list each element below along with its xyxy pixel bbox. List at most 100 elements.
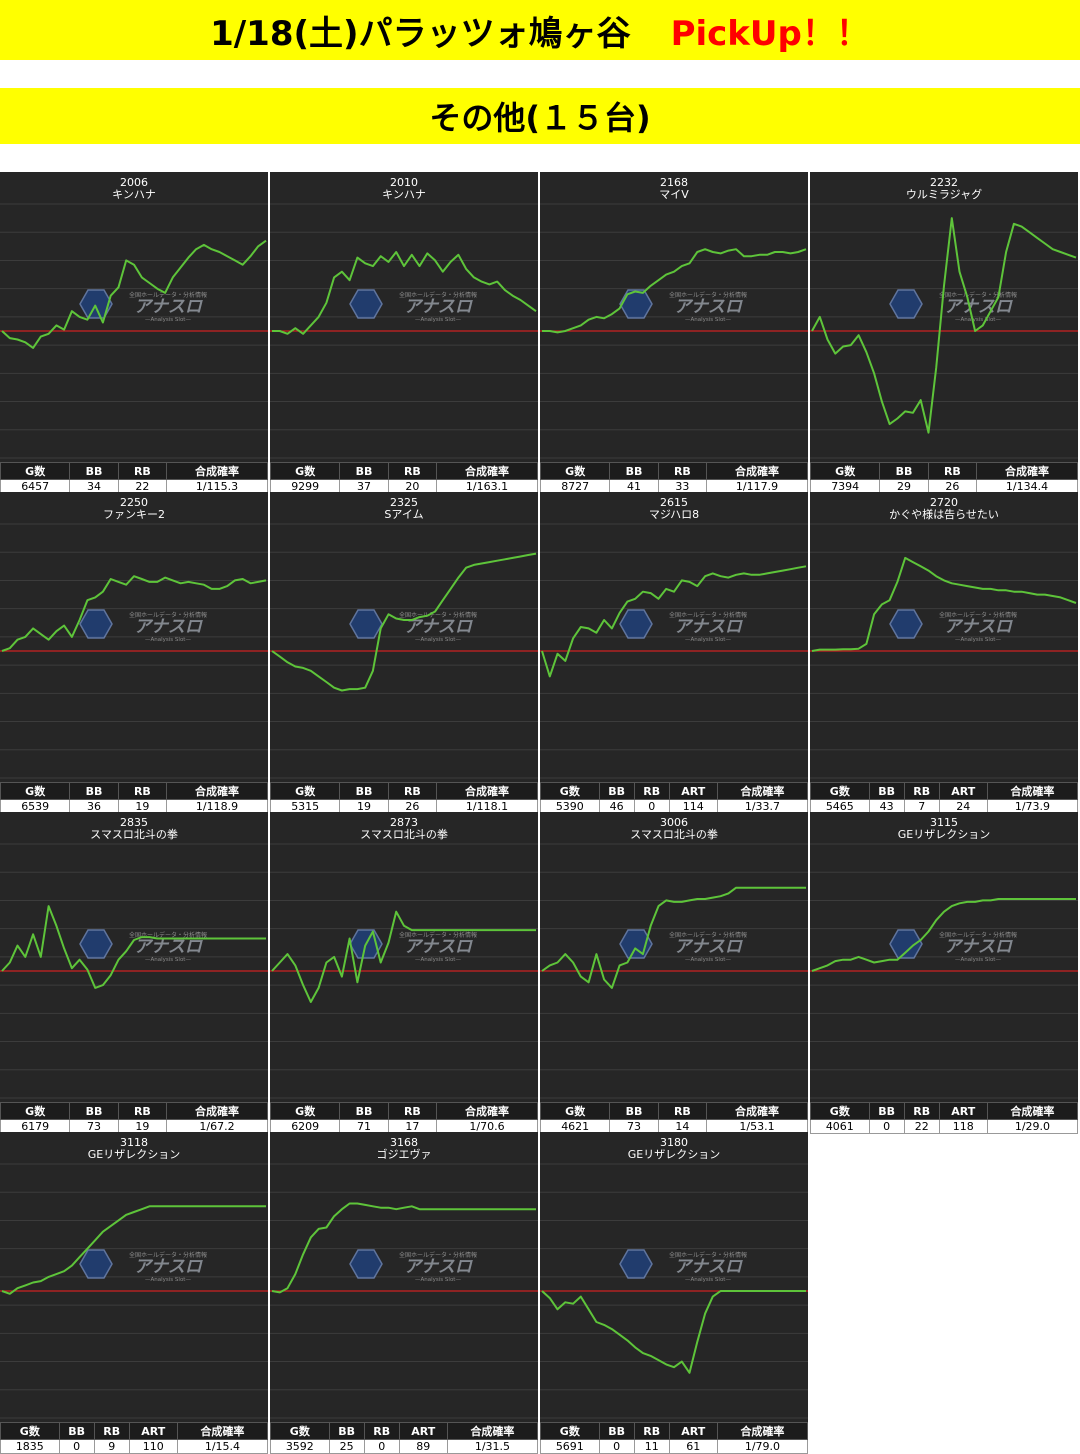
watermark-sub: —Analysis Slot— [145, 1277, 191, 1283]
stats-header: 合成確率 [166, 782, 268, 800]
stats-value: 1/31.5 [446, 1439, 539, 1454]
stats-header: G数 [810, 1102, 870, 1120]
series-line [271, 1202, 536, 1294]
stats-header-row: G数 BB RB ART 合成確率 [270, 1422, 539, 1440]
stats-value-row: 5465 43 7 24 1/73.9 [810, 799, 1079, 814]
logo-hexagon-icon [889, 289, 923, 319]
graph-area: 全国ホールデータ・分析情報 アナスロ —Analysis Slot— 3006 スマスロ… [540, 812, 808, 1102]
graph-area: 全国ホールデータ・分析情報 アナスロ —Analysis Slot— 2168 マイV [540, 172, 808, 462]
logo-hexagon-icon [79, 289, 113, 319]
stats-header: 合成確率 [976, 462, 1078, 480]
watermark-brand: アナスロ [944, 937, 1013, 957]
stats-value: 1/73.9 [986, 799, 1079, 814]
watermark-sub: —Analysis Slot— [145, 637, 191, 643]
stats-header: BB [69, 1102, 119, 1120]
stats-header: G数 [809, 462, 881, 480]
machine-name: ファンキー2 [103, 508, 165, 521]
watermark-brand: アナスロ [674, 617, 743, 637]
watermark-brand: アナスロ [944, 297, 1013, 317]
stats-value: 17 [387, 1119, 438, 1134]
watermark-top: 全国ホールデータ・分析情報 [939, 611, 1017, 619]
watermark-sub: —Analysis Slot— [955, 317, 1001, 323]
stats-table: G数 BB RB 合成確率 9299 37 20 1/163.1 [269, 462, 538, 494]
stats-header: 合成確率 [716, 1422, 809, 1440]
watermark-brand: アナスロ [674, 297, 743, 317]
stats-header: 合成確率 [436, 1102, 538, 1120]
watermark-top: 全国ホールデータ・分析情報 [669, 291, 747, 299]
stats-value: 0 [868, 1119, 905, 1134]
stats-header: 合成確率 [706, 1102, 808, 1120]
stats-header: BB [328, 1422, 365, 1440]
series-line [271, 910, 536, 1003]
machine-name: キンハナ [382, 188, 426, 201]
watermark-brand: アナスロ [674, 937, 743, 957]
stats-header-row: G数 BB RB 合成確率 [539, 1102, 808, 1120]
stats-value: 1/163.1 [436, 479, 538, 494]
section-title: その他(１５台) [429, 99, 651, 137]
graph-area: 全国ホールデータ・分析情報 アナスロ —Analysis Slot— 3168 ゴジエヴ… [270, 1132, 538, 1422]
stats-value: 1/134.4 [976, 479, 1078, 494]
machine-number: 3006 [660, 816, 688, 829]
stats-value: 19 [117, 1119, 168, 1134]
machine-number: 3180 [660, 1136, 688, 1149]
stats-value: 110 [128, 1439, 178, 1454]
stats-header: BB [69, 462, 119, 480]
stats-value: 5691 [540, 1439, 600, 1454]
series-line [1, 1205, 266, 1295]
stats-value: 6539 [0, 799, 71, 814]
machine-number: 2232 [930, 176, 958, 189]
stats-header: RB [657, 1102, 708, 1120]
stats-table: G数 BB RB ART 合成確率 4061 0 22 118 1/29.0 [810, 1102, 1079, 1134]
stats-header: ART [668, 782, 718, 800]
stats-header: RB [657, 462, 708, 480]
stats-header: BB [339, 782, 389, 800]
stats-header: G数 [269, 462, 341, 480]
series-line [541, 565, 807, 678]
stats-value: 0 [58, 1439, 95, 1454]
series-line [271, 552, 537, 692]
watermark-top: 全国ホールデータ・分析情報 [399, 931, 477, 939]
series-line [542, 248, 807, 334]
machine-number: 2006 [120, 176, 148, 189]
stats-value-row: 4061 0 22 118 1/29.0 [810, 1119, 1079, 1134]
stats-header: RB [117, 462, 168, 480]
logo-hexagon-icon [889, 609, 923, 639]
stats-header: ART [938, 1102, 988, 1120]
stats-value: 0 [363, 1439, 400, 1454]
logo-hexagon-icon [619, 1249, 653, 1279]
stats-header-row: G数 BB RB 合成確率 [539, 462, 808, 480]
graph-area: 全国ホールデータ・分析情報 アナスロ —Analysis Slot— 3180 GEリザ… [540, 1132, 808, 1422]
graph-area: 全国ホールデータ・分析情報 アナスロ —Analysis Slot— 2010 キンハナ [270, 172, 538, 462]
watermark-sub: —Analysis Slot— [415, 1277, 461, 1283]
watermark-top: 全国ホールデータ・分析情報 [129, 931, 207, 939]
stats-value: 1/67.2 [166, 1119, 268, 1134]
watermark-brand: アナスロ [134, 937, 203, 957]
stats-table: G数 BB RB 合成確率 6209 71 17 1/70.6 [269, 1102, 538, 1134]
stats-header: G数 [0, 462, 71, 480]
stats-header: RB [93, 1422, 130, 1440]
stats-header: 合成確率 [436, 462, 538, 480]
stats-value-row: 3592 25 0 89 1/31.5 [270, 1439, 539, 1454]
stats-value: 8727 [539, 479, 611, 494]
stats-value-row: 6209 71 17 1/70.6 [269, 1119, 538, 1134]
stats-value: 71 [339, 1119, 389, 1134]
stats-header: G数 [540, 1422, 600, 1440]
stats-header-row: G数 BB RB 合成確率 [269, 782, 538, 800]
machine-number: 2720 [930, 496, 958, 509]
stats-header: RB [903, 1102, 940, 1120]
watermark-brand: アナスロ [944, 617, 1013, 637]
stats-header: 合成確率 [986, 782, 1079, 800]
stats-value-row: 5691 0 11 61 1/79.0 [540, 1439, 809, 1454]
